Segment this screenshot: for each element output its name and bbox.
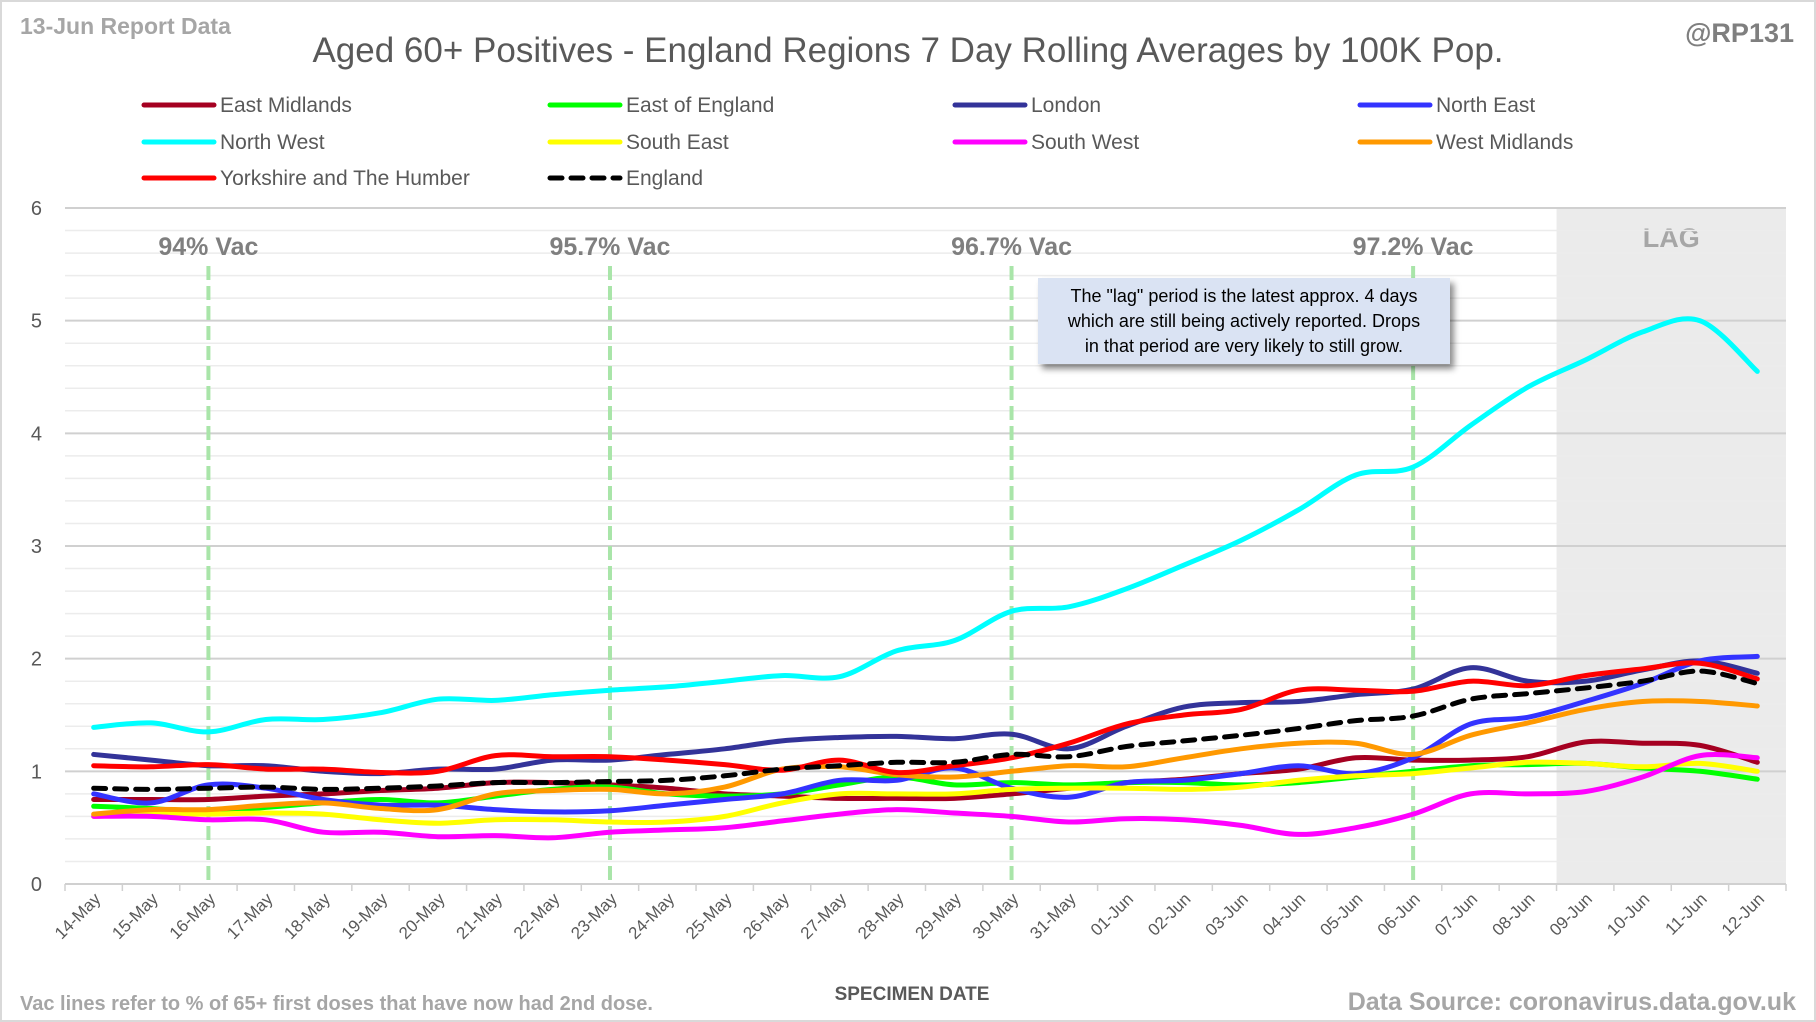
x-tick-label: 07-Jun (1431, 889, 1481, 939)
x-tick-label: 02-Jun (1144, 889, 1194, 939)
legend: East Midlands East of England London North … (141, 94, 1573, 190)
x-tick-label: 24-May (625, 889, 679, 943)
legend-item: North West (141, 131, 325, 154)
x-tick-label: 01-Jun (1087, 889, 1137, 939)
x-tick-label: 25-May (682, 889, 736, 943)
x-axis-title: SPECIMEN DATE (835, 984, 990, 1005)
annotation-line: in that period are very likely to still … (1084, 336, 1404, 356)
series-line-england (91, 668, 1760, 792)
series-line-north-west (91, 316, 1760, 735)
report-date-label: 13-Jun Report Data (20, 13, 231, 39)
legend-item: London (952, 94, 1101, 117)
author-handle: @RP131 (1685, 18, 1794, 48)
legend-item: East Midlands (141, 94, 352, 117)
x-tick-label: 28-May (854, 889, 908, 943)
x-tick-label: 17-May (223, 889, 277, 943)
x-tick-label: 19-May (338, 889, 392, 943)
legend-item: North East (1357, 94, 1535, 117)
y-tick-label: 1 (31, 761, 42, 783)
x-tick-label: 16-May (166, 889, 220, 943)
x-tick-label: 22-May (510, 889, 564, 943)
legend-item: South East (547, 131, 729, 154)
vac-label: 97.2% Vac (1353, 233, 1474, 261)
legend-label: South East (626, 131, 729, 154)
legend-item: England (547, 167, 703, 190)
x-tick-label: 11-Jun (1661, 889, 1710, 938)
x-tick-label: 21-May (453, 889, 507, 943)
series-line-south-west (91, 752, 1760, 841)
legend-item: East of England (547, 94, 774, 117)
y-tick-label: 6 (31, 198, 42, 220)
legend-label: North West (220, 131, 325, 154)
legend-label: Yorkshire and The Humber (220, 167, 470, 190)
y-tick-label: 3 (31, 536, 42, 558)
series-line-yorkshire-and-the-humber (91, 660, 1760, 776)
x-tick-label: 05-Jun (1316, 889, 1366, 939)
series-lines (91, 316, 1760, 841)
x-tick-label: 18-May (280, 889, 334, 943)
legend-item: Yorkshire and The Humber (141, 167, 470, 190)
series-line-west-midlands (91, 698, 1760, 817)
y-tick-label: 0 (31, 874, 42, 896)
y-tick-label: 2 (31, 649, 42, 671)
legend-label: North East (1436, 94, 1535, 117)
legend-label: South West (1031, 131, 1139, 154)
x-tick-label: 23-May (567, 889, 621, 943)
y-tick-label: 5 (31, 311, 42, 333)
x-tick-label: 15-May (108, 889, 162, 943)
y-tick-label: 4 (31, 423, 42, 445)
vac-label: 96.7% Vac (951, 233, 1072, 261)
x-tick-label: 08-Jun (1488, 889, 1538, 939)
legend-label: London (1031, 94, 1101, 117)
x-tick-label: 31-May (1026, 889, 1080, 943)
x-tick-label: 27-May (797, 889, 851, 943)
vac-label: 94% Vac (158, 233, 258, 261)
legend-label: East Midlands (220, 94, 352, 117)
x-tick-label: 09-Jun (1546, 889, 1596, 939)
x-tick-label: 26-May (739, 889, 793, 943)
lag-label: LAG (1643, 223, 1700, 253)
x-tick-label: 30-May (969, 889, 1023, 943)
x-tick-label: 14-May (51, 889, 105, 943)
vac-label: 95.7% Vac (550, 233, 671, 261)
series-line-south-east (91, 759, 1760, 826)
axes: 0 1 2 3 4 5 6 14-May 15-May 16-May 17-May 18-May 19-… (31, 198, 1787, 943)
data-source: Data Source: coronavirus.data.gov.uk (1348, 988, 1796, 1016)
legend-item: South West (952, 131, 1139, 154)
x-tick-label: 04-Jun (1259, 889, 1309, 939)
legend-label: England (626, 167, 703, 190)
annotation-line: The "lag" period is the latest approx. 4… (1070, 286, 1418, 306)
x-tick-label: 12-Jun (1718, 889, 1768, 939)
footer-vac-note: Vac lines refer to % of 65+ first doses … (20, 993, 653, 1015)
x-tick-label: 29-May (911, 889, 965, 943)
vac-lines: 94% Vac 95.7% Vac 96.7% Vac 97.2% Vac (158, 233, 1474, 884)
x-tick-label: 03-Jun (1202, 889, 1252, 939)
legend-label: West Midlands (1436, 131, 1573, 154)
legend-label: East of England (626, 94, 774, 117)
legend-item: West Midlands (1357, 131, 1573, 154)
chart-title: Aged 60+ Positives - England Regions 7 D… (312, 31, 1503, 70)
annotation-line: which are still being actively reported.… (1067, 311, 1421, 331)
x-tick-label: 06-Jun (1374, 889, 1424, 939)
lag-annotation-box: The "lag" period is the latest approx. 4… (1038, 278, 1450, 364)
x-tick-label: 10-Jun (1603, 889, 1653, 939)
x-tick-label: 20-May (395, 889, 449, 943)
